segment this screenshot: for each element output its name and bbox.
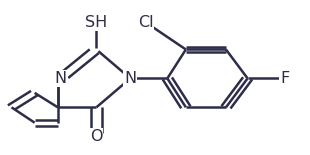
Text: Cl: Cl bbox=[138, 15, 153, 30]
Text: O: O bbox=[90, 129, 103, 144]
Text: SH: SH bbox=[85, 15, 108, 30]
Text: N: N bbox=[124, 71, 136, 86]
Text: N: N bbox=[55, 71, 67, 86]
Text: F: F bbox=[280, 71, 289, 86]
